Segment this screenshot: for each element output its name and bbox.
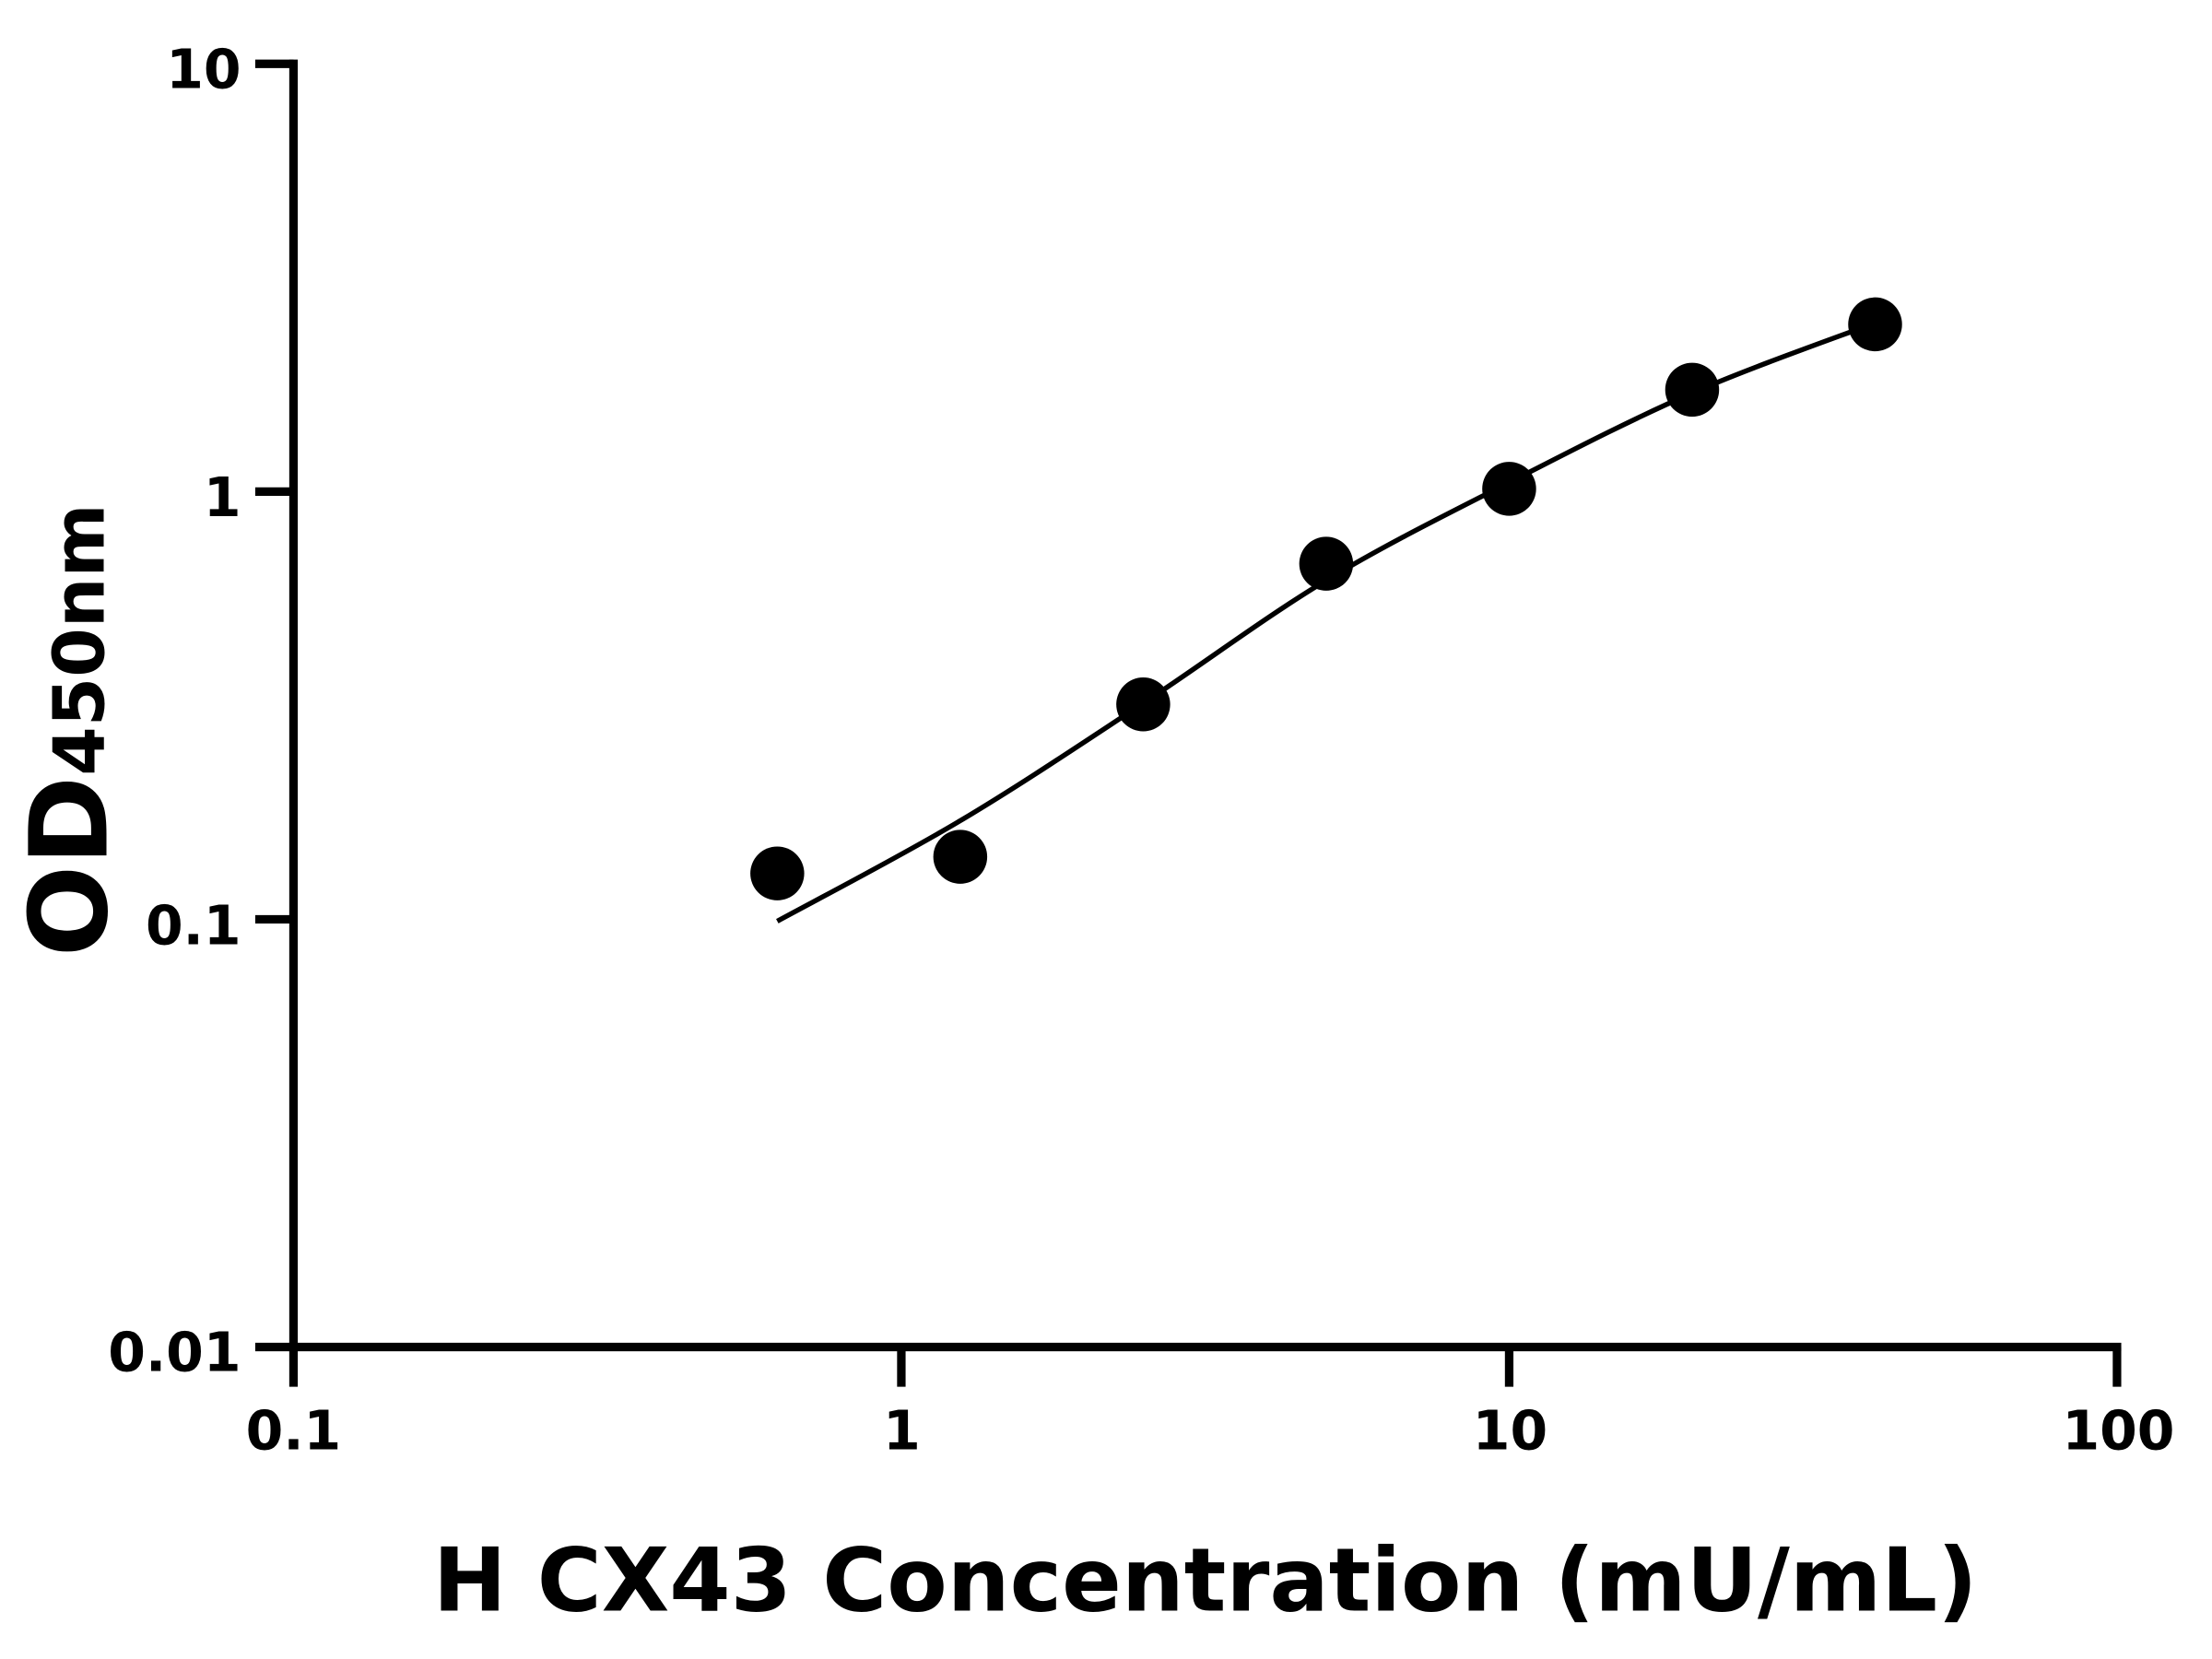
y-tick-label: 0.01 (108, 1322, 241, 1384)
y-tick-label: 0.1 (146, 895, 241, 958)
data-point (1482, 462, 1536, 516)
data-point (1116, 677, 1171, 732)
data-point (750, 846, 805, 900)
data-point (1848, 297, 1902, 352)
y-axis-title: OD450nm (6, 503, 132, 957)
y-axis-title-main: OD (6, 776, 132, 957)
plot-area (254, 59, 2122, 1387)
x-tick-label: 100 (2062, 1399, 2174, 1462)
data-point (1299, 536, 1354, 591)
y-tick-label: 1 (204, 466, 241, 529)
data-point (1665, 362, 1720, 418)
y-tick-label: 10 (166, 38, 241, 100)
x-tick-label: 0.1 (246, 1399, 342, 1462)
fit-curve (776, 320, 1877, 924)
x-tick-label: 10 (1473, 1399, 1547, 1462)
y-axis-title-sub: 450nm (39, 503, 121, 775)
x-axis-title: H CX43 Concentration (mU/mL) (433, 1530, 1978, 1632)
x-tick-label: 1 (883, 1399, 921, 1462)
data-point (933, 830, 988, 884)
